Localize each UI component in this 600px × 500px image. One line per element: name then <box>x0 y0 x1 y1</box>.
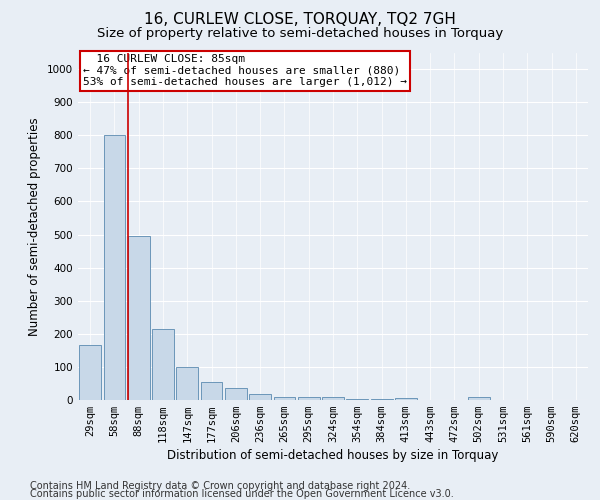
Bar <box>200 382 223 400</box>
Bar <box>176 367 198 400</box>
Y-axis label: Number of semi-detached properties: Number of semi-detached properties <box>28 117 41 336</box>
Bar <box>322 398 344 400</box>
Bar <box>104 135 125 400</box>
Text: Size of property relative to semi-detached houses in Torquay: Size of property relative to semi-detach… <box>97 28 503 40</box>
Bar <box>395 398 417 400</box>
Bar <box>152 329 174 400</box>
Text: 16 CURLEW CLOSE: 85sqm
← 47% of semi-detached houses are smaller (880)
53% of se: 16 CURLEW CLOSE: 85sqm ← 47% of semi-det… <box>83 54 407 88</box>
Bar <box>249 394 271 400</box>
Bar <box>274 396 295 400</box>
Text: Contains HM Land Registry data © Crown copyright and database right 2024.: Contains HM Land Registry data © Crown c… <box>30 481 410 491</box>
Bar <box>128 236 149 400</box>
Bar <box>298 396 320 400</box>
Text: Contains public sector information licensed under the Open Government Licence v3: Contains public sector information licen… <box>30 489 454 499</box>
Bar <box>468 396 490 400</box>
Text: 16, CURLEW CLOSE, TORQUAY, TQ2 7GH: 16, CURLEW CLOSE, TORQUAY, TQ2 7GH <box>144 12 456 28</box>
X-axis label: Distribution of semi-detached houses by size in Torquay: Distribution of semi-detached houses by … <box>167 450 499 462</box>
Bar <box>225 388 247 400</box>
Bar <box>79 346 101 400</box>
